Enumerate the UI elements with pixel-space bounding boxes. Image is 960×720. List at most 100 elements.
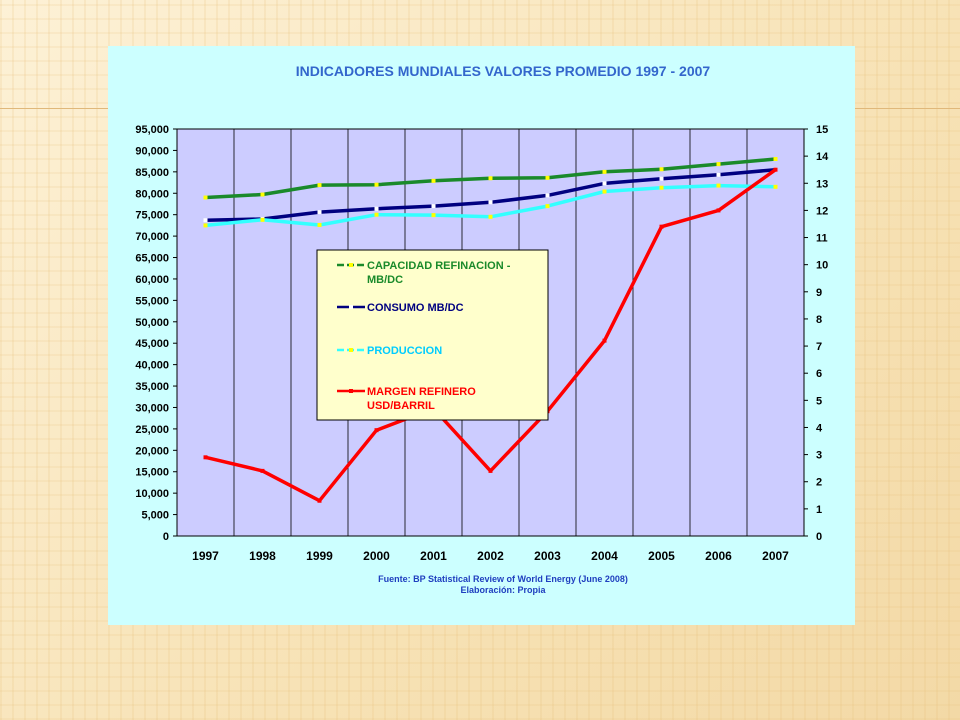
y-left-tick-label: 35,000 — [135, 381, 169, 393]
series-point — [431, 178, 436, 183]
series-point — [659, 185, 664, 190]
chart-panel: INDICADORES MUNDIALES VALORES PROMEDIO 1… — [108, 46, 855, 625]
series-point — [203, 455, 208, 460]
series-point — [716, 162, 721, 167]
series-point — [602, 338, 607, 343]
y-right-tick-label: 11 — [816, 233, 828, 245]
y-right-tick-label: 0 — [816, 531, 822, 543]
series-point — [488, 176, 493, 181]
legend-label: MB/DC — [367, 274, 403, 286]
y-right-tick-label: 15 — [816, 124, 828, 136]
x-tick-label: 2007 — [762, 549, 789, 563]
series-point — [317, 498, 322, 503]
series-point — [488, 200, 493, 205]
y-right-tick-label: 2 — [816, 477, 822, 489]
source-line: Elaboración: Propia — [460, 585, 546, 595]
series-point — [317, 183, 322, 188]
y-left-tick-label: 25,000 — [135, 424, 169, 436]
series-point — [203, 195, 208, 200]
x-tick-label: 2000 — [363, 549, 390, 563]
series-point — [488, 214, 493, 219]
legend-item: PRODUCCION — [337, 345, 442, 357]
series-point — [317, 210, 322, 215]
y-left-tick-label: 55,000 — [135, 295, 169, 307]
y-left-tick-label: 40,000 — [135, 360, 169, 372]
legend-label: USD/BARRIL — [367, 400, 435, 412]
series-point — [773, 156, 778, 161]
series-point — [431, 213, 436, 218]
series-point — [374, 182, 379, 187]
y-right-tick-label: 14 — [816, 151, 829, 163]
axes: 0 5,000 10,000 15,000 20,000 25,000 30,000 35,0… — [135, 124, 829, 563]
y-right-tick-label: 8 — [816, 314, 822, 326]
chart-title: INDICADORES MUNDIALES VALORES PROMEDIO 1… — [296, 63, 711, 79]
x-tick-label: 2001 — [420, 549, 447, 563]
legend-swatch-marker — [349, 389, 353, 393]
y-left-tick-label: 70,000 — [135, 231, 169, 243]
series-point — [545, 175, 550, 180]
series-point — [602, 169, 607, 174]
x-tick-label: 2004 — [591, 549, 618, 563]
source-line: Fuente: BP Statistical Review of World E… — [378, 574, 628, 584]
y-right-tick-label: 9 — [816, 287, 822, 299]
series-point — [374, 212, 379, 217]
legend-item: CAPACIDAD REFINACION - MB/DC — [337, 260, 511, 286]
series-point — [716, 172, 721, 177]
y-left-tick-label: 0 — [163, 531, 169, 543]
series-point — [602, 189, 607, 194]
legend-item: CONSUMO MB/DC — [337, 302, 464, 314]
series-point — [431, 204, 436, 209]
series-point — [716, 208, 721, 213]
series-point — [773, 184, 778, 189]
series-point — [260, 468, 265, 473]
series-point — [374, 428, 379, 433]
y-left-tick-label: 95,000 — [135, 124, 169, 136]
y-left-tick-label: 45,000 — [135, 338, 169, 350]
y-right-tick-label: 12 — [816, 205, 828, 217]
y-left-tick-label: 30,000 — [135, 402, 169, 414]
y-left-tick-label: 50,000 — [135, 317, 169, 329]
legend-label: CONSUMO MB/DC — [367, 302, 464, 314]
y-left-tick-label: 15,000 — [135, 467, 169, 479]
y-left-tick-label: 75,000 — [135, 210, 169, 222]
legend-swatch-marker — [349, 305, 353, 309]
legend-label: CAPACIDAD REFINACION - — [367, 260, 511, 272]
y-left-tick-label: 20,000 — [135, 445, 169, 457]
series-point — [659, 176, 664, 181]
y-right-tick-label: 1 — [816, 504, 822, 516]
series-point — [602, 181, 607, 186]
y-left-tick-label: 60,000 — [135, 274, 169, 286]
series-point — [488, 468, 493, 473]
y-right-tick-label: 5 — [816, 395, 822, 407]
series-point — [317, 222, 322, 227]
y-right-tick-label: 13 — [816, 178, 828, 190]
legend-label: PRODUCCION — [367, 345, 442, 357]
x-tick-label: 2005 — [648, 549, 675, 563]
y-left-tick-label: 5,000 — [141, 510, 169, 522]
series-point — [203, 223, 208, 228]
y-left-tick-label: 90,000 — [135, 145, 169, 157]
chart-source: Fuente: BP Statistical Review of World E… — [378, 574, 628, 595]
series-point — [545, 193, 550, 198]
series-lines — [203, 156, 778, 503]
series-point — [374, 206, 379, 211]
x-tick-label: 1997 — [192, 549, 219, 563]
y-left-tick-label: 85,000 — [135, 167, 169, 179]
series-point — [716, 183, 721, 188]
legend-swatch-marker — [349, 263, 353, 267]
y-right-tick-label: 3 — [816, 450, 822, 462]
y-left-tick-label: 10,000 — [135, 488, 169, 500]
x-tick-label: 2006 — [705, 549, 732, 563]
x-tick-label: 1998 — [249, 549, 276, 563]
series-point — [659, 167, 664, 172]
series-point — [203, 218, 208, 223]
x-tick-label: 1999 — [306, 549, 333, 563]
y-left-tick-label: 65,000 — [135, 253, 169, 265]
y-right-tick-label: 10 — [816, 260, 828, 272]
series-point — [545, 204, 550, 209]
legend-label: MARGEN REFINERO — [367, 386, 476, 398]
legend-item: MARGEN REFINERO USD/BARRIL — [337, 386, 476, 412]
y-left-tick-label: 80,000 — [135, 188, 169, 200]
y-right-tick-label: 7 — [816, 341, 822, 353]
series-point — [773, 167, 778, 172]
